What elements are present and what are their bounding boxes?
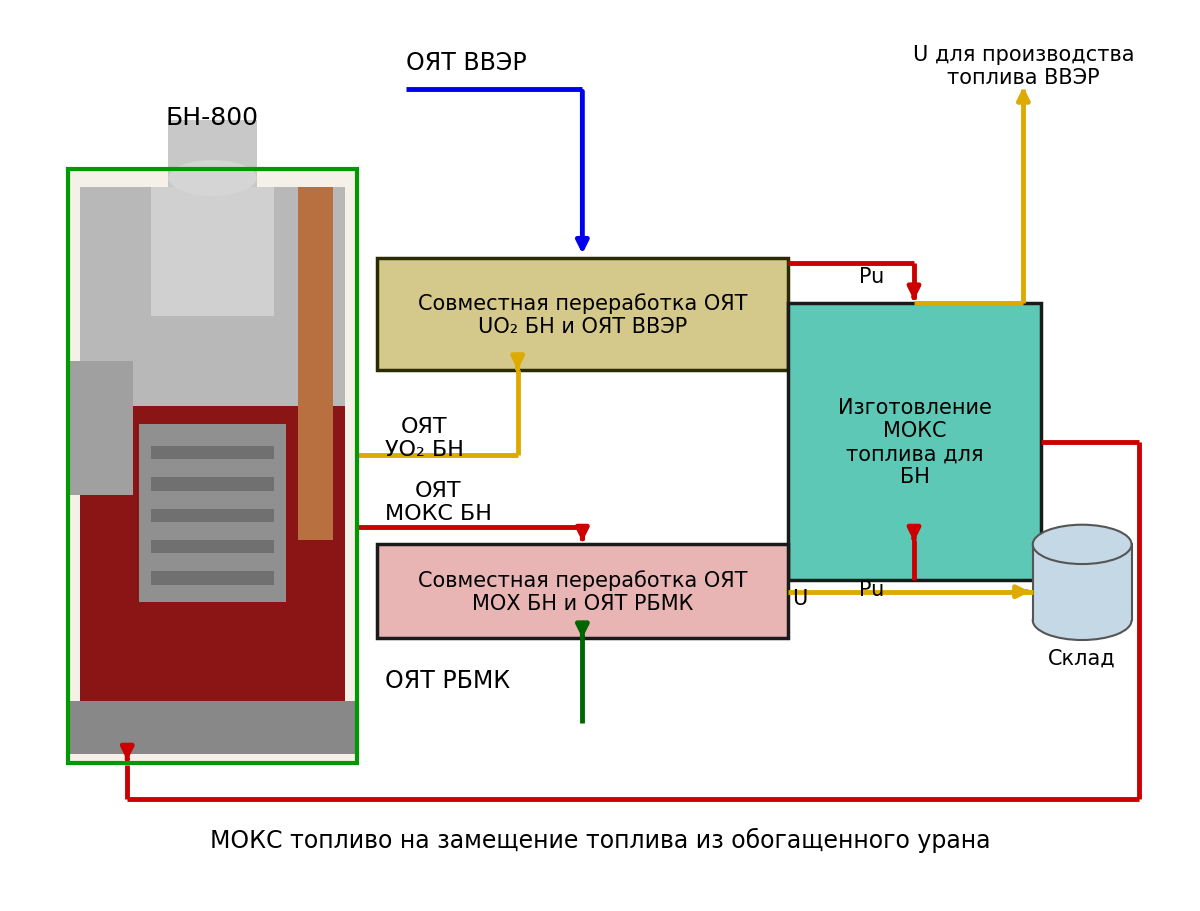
Text: ОЯТ
МОКС БН: ОЯТ МОКС БН [385,480,492,524]
Bar [151,509,275,523]
Bar [151,571,275,585]
Bar [68,169,356,763]
Text: БН-800: БН-800 [166,106,258,129]
Text: ОЯТ
УО₂ БН: ОЯТ УО₂ БН [385,416,463,459]
Ellipse shape [1033,525,1132,565]
Text: ОЯТ РБМК: ОЯТ РБМК [385,669,510,692]
Bar [151,477,275,491]
Bar [68,362,133,496]
Bar [168,121,257,188]
Bar [1033,545,1132,620]
Bar [139,425,286,603]
Ellipse shape [1033,601,1132,640]
Text: Совместная переработка ОЯТ
МОХ БН и ОЯТ РБМК: Совместная переработка ОЯТ МОХ БН и ОЯТ … [418,569,748,614]
Text: Изготовление
МОКС
топлива для
БН: Изготовление МОКС топлива для БН [838,397,991,486]
Text: МОКС топливо на замещение топлива из обогащенного урана: МОКС топливо на замещение топлива из обо… [210,827,990,852]
Text: U для производства
топлива ВВЭР: U для производства топлива ВВЭР [913,45,1134,88]
Bar [298,188,334,540]
Text: Pu: Pu [859,267,884,287]
Bar [68,169,356,763]
Bar [377,545,788,639]
Bar [80,406,344,737]
Text: Совместная переработка ОЯТ
UO₂ БН и ОЯТ ВВЭР: Совместная переработка ОЯТ UO₂ БН и ОЯТ … [418,293,748,337]
Bar [80,188,344,425]
Bar [788,303,1042,580]
Ellipse shape [168,161,257,197]
Bar [151,446,275,460]
Bar [151,540,275,554]
Text: Склад: Склад [1049,648,1116,668]
Text: Pu: Pu [859,579,884,599]
Text: ОЯТ ВВЭР: ОЯТ ВВЭР [406,51,527,75]
Text: U: U [792,589,808,609]
Bar [151,188,275,317]
Bar [377,259,788,371]
Bar [68,701,356,754]
